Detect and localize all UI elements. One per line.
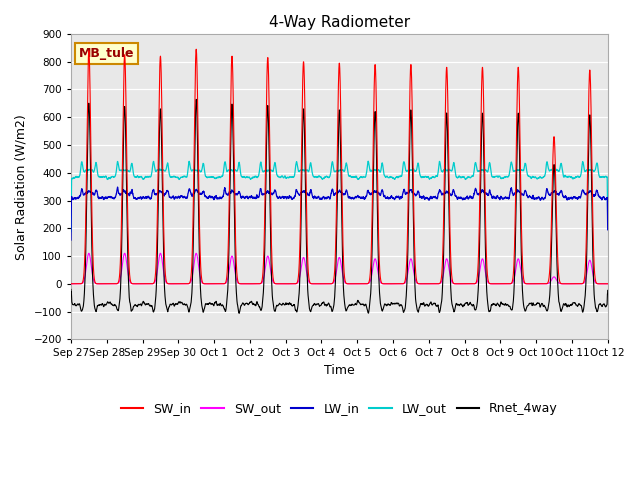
X-axis label: Time: Time	[324, 364, 355, 377]
Legend: SW_in, SW_out, LW_in, LW_out, Rnet_4way: SW_in, SW_out, LW_in, LW_out, Rnet_4way	[116, 397, 563, 420]
Y-axis label: Solar Radiation (W/m2): Solar Radiation (W/m2)	[15, 114, 28, 260]
Title: 4-Way Radiometer: 4-Way Radiometer	[269, 15, 410, 30]
Text: MB_tule: MB_tule	[79, 47, 134, 60]
